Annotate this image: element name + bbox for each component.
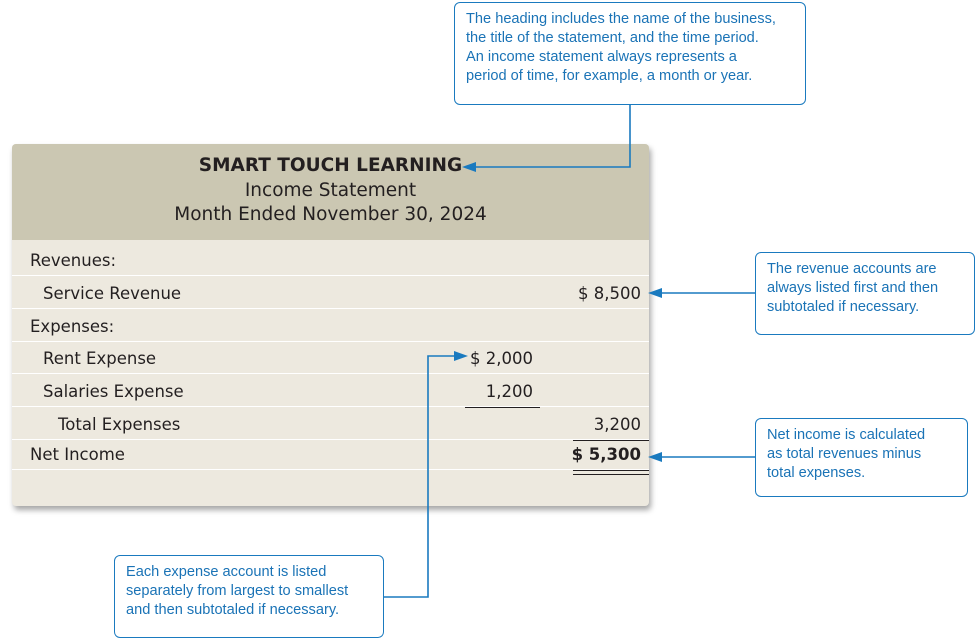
callout-expense: Each expense account is listed separatel… — [114, 555, 384, 638]
row-label: Rent Expense — [43, 349, 157, 368]
row-label: Net Income — [30, 445, 125, 464]
income-statement: SMART TOUCH LEARNING Income Statement Mo… — [12, 144, 649, 506]
revenue-arrowhead — [648, 288, 662, 298]
heading-arrowhead — [462, 162, 476, 172]
row-label: Expenses: — [30, 317, 115, 336]
statement-period: Month Ended November 30, 2024 — [174, 204, 487, 225]
callout-text: The revenue accounts are — [767, 261, 937, 277]
salaries-expense-amount: 1,200 — [485, 382, 533, 401]
net-income-arrowhead — [648, 452, 662, 462]
double-rule-top — [573, 470, 649, 471]
callout-text: An income statement always represents a — [466, 49, 737, 65]
total-rule — [573, 440, 649, 441]
row-net-income: Net Income $ 5,300 — [12, 439, 649, 470]
row-service-revenue: Service Revenue $ 8,500 — [12, 278, 649, 309]
callout-text: total expenses. — [767, 465, 866, 481]
callout-text: subtotaled if necessary. — [767, 299, 920, 315]
row-revenues: Revenues: — [12, 245, 649, 276]
callout-text: the title of the statement, and the time… — [466, 30, 759, 46]
total-expenses-amount: 3,200 — [593, 415, 641, 434]
row-salaries-expense: Salaries Expense 1,200 — [12, 376, 649, 407]
statement-heading: SMART TOUCH LEARNING Income Statement Mo… — [12, 144, 649, 240]
heading-leader-line — [476, 105, 631, 168]
statement-title: Income Statement — [244, 180, 417, 201]
net-income-amount: $ 5,300 — [571, 445, 641, 464]
company-name: SMART TOUCH LEARNING — [198, 155, 463, 176]
row-label: Salaries Expense — [43, 382, 184, 401]
callout-net-income: Net income is calculated as total revenu… — [755, 418, 968, 497]
service-revenue-amount: $ 8,500 — [578, 284, 641, 303]
subtotal-rule — [465, 407, 540, 408]
rent-expense-amount: $ 2,000 — [470, 349, 533, 368]
callout-text: Each expense account is listed — [126, 564, 327, 580]
callout-revenue: The revenue accounts are always listed f… — [755, 252, 975, 335]
callout-text: and then subtotaled if necessary. — [126, 602, 340, 618]
row-total-expenses: Total Expenses 3,200 — [12, 409, 649, 440]
callout-text: always listed first and then — [767, 280, 939, 296]
callout-text: period of time, for example, a month or … — [466, 68, 753, 84]
callout-text: Net income is calculated — [767, 427, 926, 443]
expense-leader-line — [384, 355, 456, 598]
row-rent-expense: Rent Expense $ 2,000 — [12, 343, 649, 374]
callout-text: as total revenues minus — [767, 446, 922, 462]
double-rule-bottom — [573, 474, 649, 475]
row-label: Service Revenue — [43, 284, 182, 303]
row-expenses: Expenses: — [12, 311, 649, 342]
row-label: Total Expenses — [58, 415, 181, 434]
row-label: Revenues: — [30, 251, 117, 270]
callout-text: The heading includes the name of the bus… — [466, 11, 776, 27]
callout-text: separately from largest to smallest — [126, 583, 349, 599]
callout-heading: The heading includes the name of the bus… — [454, 2, 806, 105]
expense-arrowhead — [454, 351, 468, 361]
